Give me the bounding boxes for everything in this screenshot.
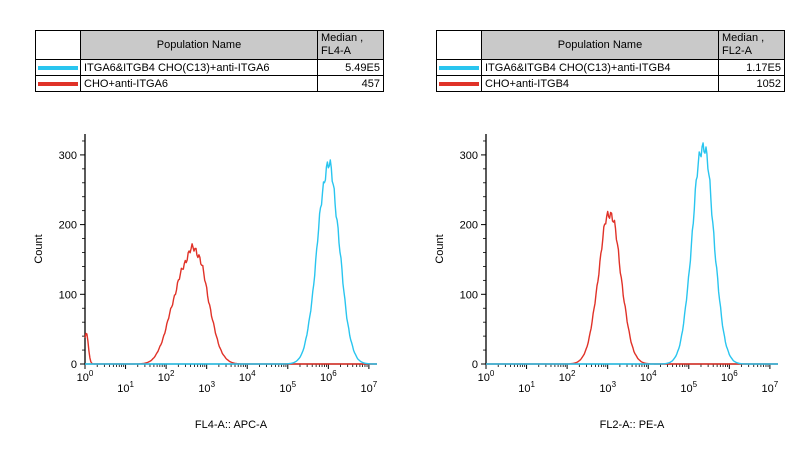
population-name-header: Population Name	[481, 30, 719, 60]
y-tick-label: 300	[460, 150, 478, 162]
histogram-curve	[84, 243, 377, 365]
legend-row-itgb4-positive: ITGA6&ITGB4 CHO(C13)+anti-ITGB4 1.17E5	[436, 59, 785, 76]
population-name: ITGA6&ITGB4 CHO(C13)+anti-ITGA6	[80, 59, 318, 76]
histogram-plot-pe: 100 101 102 103 104 105 106 107 0 100 200 300 Count	[431, 116, 788, 411]
y-tick-label: 100	[460, 289, 478, 301]
histogram-curve	[85, 159, 377, 365]
population-name: CHO+anti-ITGB4	[481, 75, 719, 92]
median-header-line2: FL2-A	[722, 45, 752, 57]
panel-pe: Population Name Median , FL2-A ITGA6&ITG…	[401, 0, 802, 449]
histogram-plot-apc: 100 101 102 103 104 105 106 107 0 100 200 300 Count	[30, 116, 387, 411]
median-value: 5.49E5	[317, 59, 384, 76]
population-name: CHO+anti-ITGA6	[80, 75, 318, 92]
legend-row-itgb4-control: CHO+anti-ITGB4 1052	[436, 75, 785, 92]
median-header: Median , FL2-A	[718, 30, 785, 60]
legend-table-apc: Population Name Median , FL4-A ITGA6&ITG…	[35, 30, 384, 92]
x-tick-label: 106	[320, 369, 337, 384]
series-color-swatch	[439, 65, 479, 70]
median-value: 457	[317, 75, 384, 92]
x-tick-label: 103	[599, 380, 616, 395]
x-tick-label: 104	[239, 369, 256, 384]
series-color-swatch	[38, 65, 78, 70]
swatch-cell	[35, 59, 81, 76]
legend-row-itga6-positive: ITGA6&ITGB4 CHO(C13)+anti-ITGA6 5.49E5	[35, 59, 384, 76]
median-value: 1.17E5	[718, 59, 785, 76]
median-header-line1: Median ,	[321, 32, 364, 44]
swatch-cell	[436, 59, 482, 76]
histogram-curve	[486, 142, 778, 365]
x-tick-label: 105	[680, 380, 697, 395]
x-tick-label: 100	[478, 369, 495, 384]
y-tick-label: 200	[59, 220, 77, 232]
population-name-header: Population Name	[80, 30, 318, 60]
legend-table-pe: Population Name Median , FL2-A ITGA6&ITG…	[436, 30, 785, 92]
y-tick-label: 0	[472, 359, 478, 371]
y-tick-label: 100	[59, 289, 77, 301]
legend-corner-cell	[436, 30, 482, 60]
median-header-line2: FL4-A	[321, 45, 351, 57]
series-color-swatch	[38, 81, 78, 86]
median-header-line1: Median ,	[722, 32, 765, 44]
swatch-cell	[35, 75, 81, 92]
x-tick-label: 103	[198, 380, 215, 395]
x-tick-label: 107	[361, 380, 378, 395]
y-tick-label: 200	[460, 220, 478, 232]
median-value: 1052	[718, 75, 785, 92]
histogram-curve	[486, 210, 778, 365]
x-tick-label: 101	[117, 380, 134, 395]
swatch-cell	[436, 75, 482, 92]
legend-row-itga6-control: CHO+anti-ITGA6 457	[35, 75, 384, 92]
legend-header-row: Population Name Median , FL4-A	[35, 30, 384, 60]
y-tick-label: 300	[59, 150, 77, 162]
legend-corner-cell	[35, 30, 81, 60]
x-tick-label: 106	[721, 369, 738, 384]
x-tick-label: 102	[158, 369, 175, 384]
x-tick-label: 105	[279, 380, 296, 395]
legend-header-row: Population Name Median , FL2-A	[436, 30, 785, 60]
panel-apc: Population Name Median , FL4-A ITGA6&ITG…	[30, 30, 387, 431]
population-name: ITGA6&ITGB4 CHO(C13)+anti-ITGB4	[481, 59, 719, 76]
x-tick-label: 100	[77, 369, 94, 384]
y-tick-label: 0	[71, 359, 77, 371]
series-color-swatch	[439, 81, 479, 86]
y-axis-label: Count	[33, 234, 45, 263]
x-tick-label: 101	[518, 380, 535, 395]
x-tick-label: 104	[640, 369, 657, 384]
x-axis-label-apc: FL4-A:: APC-A	[194, 419, 268, 431]
x-tick-label: 107	[762, 380, 779, 395]
x-axis-label-pe: FL2-A:: PE-A	[599, 419, 665, 431]
x-tick-label: 102	[559, 369, 576, 384]
y-axis-label: Count	[434, 234, 446, 263]
median-header: Median , FL4-A	[317, 30, 384, 60]
